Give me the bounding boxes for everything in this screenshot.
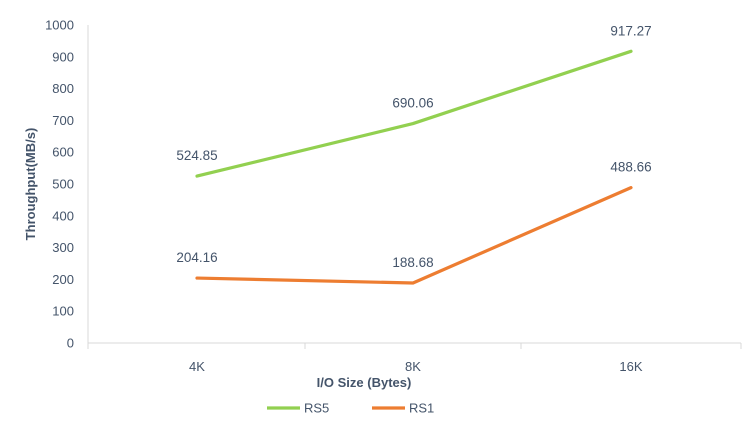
series-lines (195, 49, 633, 285)
y-axis: 0 100 200 300 400 500 600 700 800 900 1000 (45, 18, 89, 351)
data-label: 524.85 (176, 148, 217, 163)
data-label: 488.66 (610, 160, 651, 175)
x-axis-title: I/O Size (Bytes) (317, 375, 412, 390)
data-label: 690.06 (392, 96, 433, 111)
series-line-rs5 (195, 49, 633, 178)
x-tick-label: 4K (189, 359, 205, 374)
y-tick-label: 500 (52, 177, 74, 192)
y-axis-title: Throughput(MB/s) (23, 128, 38, 241)
data-label: 204.16 (176, 250, 217, 265)
series-line-rs1 (195, 186, 633, 285)
y-tick-label: 400 (52, 208, 74, 223)
y-tick-label: 0 (67, 336, 74, 351)
x-tick-label: 16K (619, 359, 642, 374)
y-tick-label: 900 (52, 49, 74, 64)
y-tick-label: 700 (52, 113, 74, 128)
legend-label: RS1 (409, 401, 434, 416)
y-tick-label: 1000 (45, 18, 74, 33)
legend-item-rs1: RS1 (372, 401, 434, 416)
legend: RS5 RS1 (267, 401, 434, 416)
y-tick-label: 800 (52, 81, 74, 96)
y-tick-label: 600 (52, 145, 74, 160)
data-label: 188.68 (392, 255, 433, 270)
y-tick-label: 100 (52, 304, 74, 319)
legend-item-rs5: RS5 (267, 401, 329, 416)
data-labels: 524.85 690.06 917.27 204.16 188.68 488.66 (176, 23, 651, 270)
y-tick-label: 200 (52, 272, 74, 287)
x-tick-label: 8K (405, 359, 421, 374)
legend-label: RS5 (304, 401, 329, 416)
x-axis: 4K 8K 16K (87, 342, 742, 374)
y-tick-label: 300 (52, 240, 74, 255)
data-label: 917.27 (610, 23, 651, 38)
